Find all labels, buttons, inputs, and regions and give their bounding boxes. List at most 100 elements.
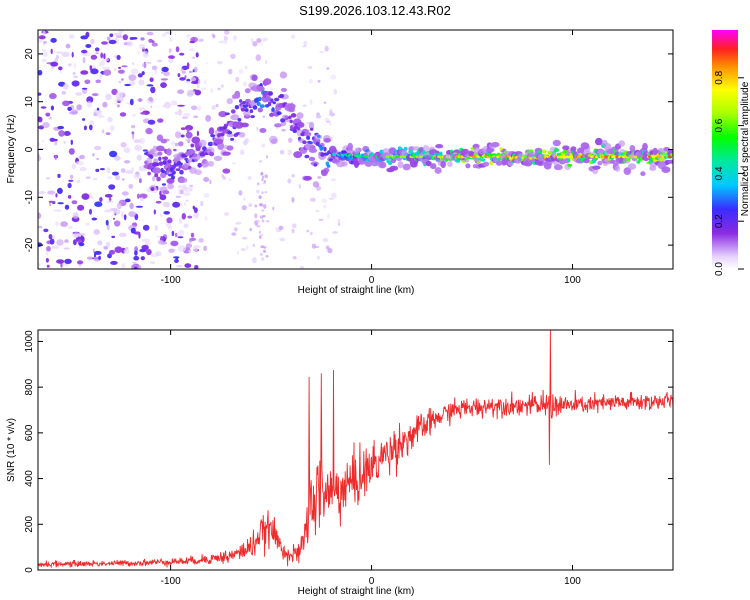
spectrogram-cell: [105, 209, 110, 213]
spectrogram-cell: [113, 67, 117, 72]
spectrogram-cell: [67, 195, 72, 199]
spectrogram-cell: [63, 141, 66, 144]
spectrogram-cell: [232, 162, 237, 165]
spectrogram-cell: [642, 142, 648, 151]
spectrogram-cell: [234, 227, 238, 232]
spectrogram-cell: [76, 104, 82, 111]
spectrogram-cell: [49, 238, 55, 245]
spectrogram-cell: [130, 227, 136, 234]
spectrogram-cell: [147, 171, 151, 176]
spectrogram-cell: [86, 101, 93, 108]
spectrogram-cell: [57, 187, 63, 194]
y-tick-label: 0: [24, 567, 35, 573]
spectrogram-cell: [177, 236, 184, 239]
spectrogram-cell: [661, 166, 671, 173]
spectrogram-cell: [302, 140, 307, 145]
spectrogram-cell: [256, 38, 262, 43]
spectrogram-cell: [296, 121, 305, 128]
spectrogram-cell: [128, 184, 134, 189]
spectrogram-cell: [92, 152, 95, 157]
spectrogram-cell: [100, 168, 105, 171]
spectrogram-cell: [182, 192, 191, 197]
spectrogram-cell: [222, 151, 231, 156]
spectrogram-cell: [146, 61, 152, 64]
spectrogram-cell: [331, 192, 337, 199]
spectrogram-cell: [218, 111, 227, 118]
spectrogram-cell: [291, 34, 296, 39]
spectrogram-cell: [137, 98, 143, 102]
spectrogram-cell: [189, 40, 195, 44]
spectrogram-cell: [219, 40, 224, 44]
spectrogram-cell: [138, 107, 146, 111]
spectrogram-cell: [96, 107, 100, 111]
spectrogram-cell: [113, 217, 115, 220]
spectrogram-cell: [243, 81, 247, 87]
spectrogram-cell: [56, 239, 64, 246]
spectrogram-cell: [188, 70, 193, 74]
spectrogram-cell: [151, 40, 155, 44]
spectrogram-cell: [256, 126, 259, 131]
spectrogram-cell: [241, 236, 248, 240]
spectrogram-cell: [301, 131, 306, 137]
spectrogram-cell: [99, 60, 105, 67]
spectrogram-cell: [128, 211, 137, 218]
spectrogram-cell: [175, 168, 181, 172]
spectrogram-cell: [82, 56, 86, 64]
spectrogram-cell: [87, 256, 93, 260]
spectrogram-y-ticks: -20 -10 0 10 20: [24, 48, 673, 252]
spectrogram-cell: [243, 110, 251, 117]
spectrogram-cell: [640, 171, 646, 177]
spectrogram-cell: [86, 96, 94, 104]
spectrogram-cell: [173, 148, 177, 152]
spectrogram-cell: [198, 238, 204, 243]
spectrogram-cell: [261, 209, 265, 212]
spectrogram-cell: [168, 55, 175, 59]
spectrogram-cell: [116, 104, 120, 108]
spectrogram-cell: [97, 240, 103, 246]
snr-x-label: Height of straight line (km): [298, 586, 415, 597]
spectrogram-cell: [233, 138, 237, 144]
spectrogram-cell: [234, 105, 240, 110]
spectrogram-cell: [280, 118, 286, 123]
colorbar-tick-label: 0.8: [714, 70, 725, 84]
spectrogram-cell: [263, 78, 272, 85]
spectrogram-cell: [131, 125, 136, 129]
spectrogram-cell: [318, 218, 324, 221]
spectrogram-cell: [121, 263, 126, 269]
spectrogram-cell: [489, 160, 494, 165]
spectrogram-cell: [38, 191, 46, 194]
y-tick-label: -10: [24, 190, 35, 205]
spectrogram-cell: [106, 167, 111, 174]
spectrogram-cell: [151, 42, 158, 47]
x-tick-label: -100: [161, 576, 181, 587]
spectrogram-cell: [251, 38, 254, 43]
spectrogram-cell: [623, 167, 632, 176]
spectrogram-cell: [111, 88, 118, 96]
spectrogram-cell: [145, 127, 153, 135]
x-tick-label: 0: [369, 576, 375, 587]
spectrogram-cell: [185, 131, 193, 139]
y-tick-label: 0: [24, 146, 35, 152]
spectrogram-cell: [659, 157, 664, 162]
spectrogram-cell: [161, 33, 166, 37]
spectrogram-cell: [240, 107, 246, 112]
spectrogram-cell: [291, 174, 296, 178]
spectrogram-cell: [307, 66, 313, 69]
spectrogram-cell: [121, 211, 124, 218]
spectrogram-cell: [209, 179, 212, 185]
spectrogram-cell: [108, 249, 116, 255]
spectrogram-cell: [652, 147, 658, 156]
spectrogram-cell: [223, 123, 229, 127]
spectrogram-cell: [178, 164, 183, 169]
spectrogram-cell: [68, 34, 75, 39]
spectrogram-cell: [226, 145, 234, 151]
spectrogram-cell: [270, 138, 278, 145]
spectrogram-cell: [168, 58, 174, 64]
spectrogram-cell: [232, 35, 237, 41]
spectrogram-cell: [146, 249, 152, 256]
spectrogram-cell: [255, 54, 262, 61]
spectrogram-cell: [85, 176, 91, 179]
spectrogram-x-label: Height of straight line (km): [298, 285, 415, 296]
spectrogram-cell: [553, 164, 563, 171]
spectrogram-cell: [230, 114, 240, 121]
